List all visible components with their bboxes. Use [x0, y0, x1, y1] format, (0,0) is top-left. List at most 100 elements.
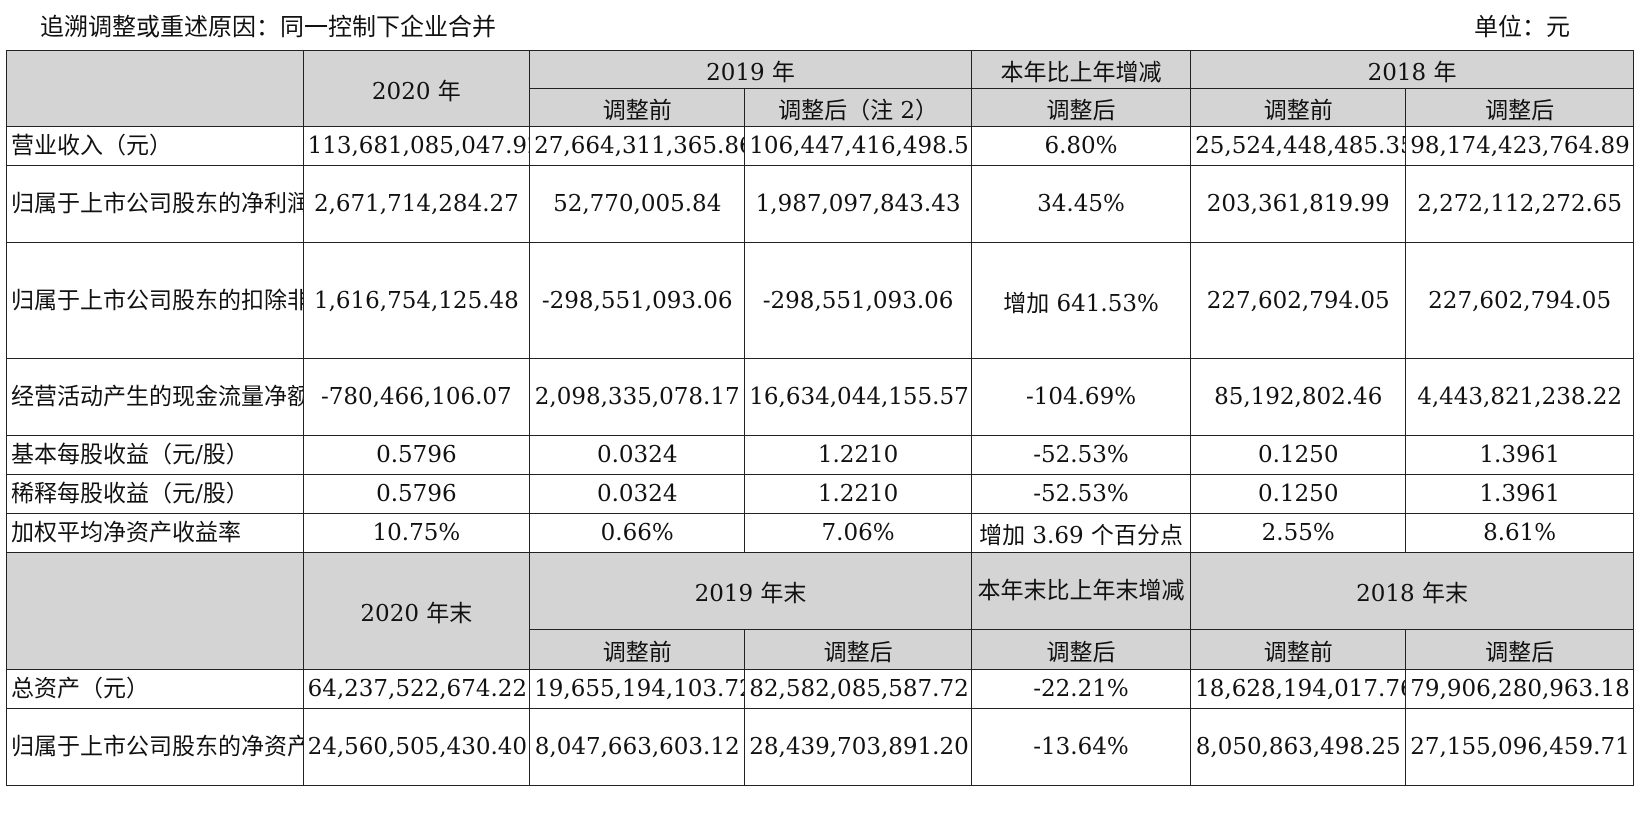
value-cell: 0.1250: [1190, 474, 1407, 514]
col-2018-end-before: 调整前: [1190, 629, 1407, 670]
row-label: 经营活动产生的现金流量净额（元）（注 1）: [6, 358, 304, 436]
table-row: 加权平均净资产收益率 10.75% 0.66% 7.06% 增加 3.69 个百…: [6, 513, 1634, 553]
col-change-end: 本年末比上年末增减: [970, 552, 1192, 630]
value-cell: 27,155,096,459.71: [1405, 708, 1634, 786]
table-row: 归属于上市公司股东的扣除非经常性损益的净利润（元） 1,616,754,125.…: [6, 242, 1634, 359]
value-cell: 27,664,311,365.86: [529, 126, 746, 166]
value-cell: 0.5796: [302, 435, 531, 475]
value-cell: 8,050,863,498.25: [1190, 708, 1407, 786]
header-line: 追溯调整或重述原因：同一控制下企业合并 单位：元: [40, 8, 1600, 46]
value-cell: 16,634,044,155.57: [744, 358, 972, 436]
col-2018-end: 2018 年末: [1190, 552, 1634, 630]
value-cell: -52.53%: [970, 474, 1192, 514]
col-2018: 2018 年: [1190, 50, 1634, 89]
col-2018-end-after: 调整后: [1405, 629, 1634, 670]
value-cell: 24,560,505,430.40: [302, 708, 531, 786]
col-2019: 2019 年: [529, 50, 972, 89]
financial-table: 2020 年 2019 年 本年比上年增减 2018 年 调整前 调整后（注 2…: [6, 50, 1634, 786]
value-cell: 增加 641.53%: [970, 242, 1192, 359]
col-2018-before: 调整前: [1190, 88, 1407, 127]
value-cell: 1.2210: [744, 474, 972, 514]
value-cell: 28,439,703,891.20: [744, 708, 972, 786]
section1-header-row: 2020 年 2019 年 本年比上年增减 2018 年: [6, 50, 1634, 127]
value-cell: 2,098,335,078.17: [529, 358, 746, 436]
value-cell: 106,447,416,498.51: [744, 126, 972, 166]
row-label: 归属于上市公司股东的扣除非经常性损益的净利润（元）: [6, 242, 304, 359]
section2-header-row: 2020 年末 2019 年末 本年末比上年末增减 2018 年末: [6, 552, 1634, 670]
value-cell: 2,671,714,284.27: [302, 165, 531, 243]
value-cell: 82,582,085,587.72: [744, 669, 972, 709]
value-cell: 8.61%: [1405, 513, 1634, 553]
value-cell: -780,466,106.07: [302, 358, 531, 436]
col-2019-before: 调整前: [529, 88, 746, 127]
value-cell: 1.3961: [1405, 474, 1634, 514]
row-label: 加权平均净资产收益率: [6, 513, 304, 553]
value-cell: 98,174,423,764.89: [1405, 126, 1634, 166]
value-cell: -298,551,093.06: [529, 242, 746, 359]
value-cell: 19,655,194,103.72: [529, 669, 746, 709]
value-cell: 18,628,194,017.76: [1190, 669, 1407, 709]
value-cell: 1.2210: [744, 435, 972, 475]
value-cell: -298,551,093.06: [744, 242, 972, 359]
col-change: 本年比上年增减: [970, 50, 1192, 89]
value-cell: 1,616,754,125.48: [302, 242, 531, 359]
value-cell: 1,987,097,843.43: [744, 165, 972, 243]
value-cell: 64,237,522,674.22: [302, 669, 531, 709]
table-row: 归属于上市公司股东的净资产（元） 24,560,505,430.40 8,047…: [6, 708, 1634, 786]
value-cell: 1.3961: [1405, 435, 1634, 475]
value-cell: 113,681,085,047.92: [302, 126, 531, 166]
corner-cell: [6, 50, 304, 127]
col-2020: 2020 年: [302, 50, 531, 127]
section1-subheader-row: 调整前 调整后（注 2） 调整后 调整前 调整后: [7, 88, 1634, 127]
corner-cell: [6, 552, 304, 670]
col-change-end-after: 调整后: [970, 629, 1192, 670]
value-cell: -13.64%: [970, 708, 1192, 786]
table-row: 稀释每股收益（元/股） 0.5796 0.0324 1.2210 -52.53%…: [6, 474, 1634, 514]
value-cell: 85,192,802.46: [1190, 358, 1407, 436]
col-2019-end-before: 调整前: [529, 629, 746, 670]
value-cell: -22.21%: [970, 669, 1192, 709]
table-row: 经营活动产生的现金流量净额（元）（注 1） -780,466,106.07 2,…: [6, 358, 1634, 436]
value-cell: 4,443,821,238.22: [1405, 358, 1634, 436]
table-row: 总资产（元） 64,237,522,674.22 19,655,194,103.…: [6, 669, 1634, 709]
value-cell: 8,047,663,603.12: [529, 708, 746, 786]
value-cell: 227,602,794.05: [1405, 242, 1634, 359]
value-cell: -52.53%: [970, 435, 1192, 475]
table-row: 基本每股收益（元/股） 0.5796 0.0324 1.2210 -52.53%…: [6, 435, 1634, 475]
value-cell: 2.55%: [1190, 513, 1407, 553]
col-2019-end-after: 调整后: [744, 629, 972, 670]
row-label: 总资产（元）: [6, 669, 304, 709]
value-cell: -104.69%: [970, 358, 1192, 436]
row-label: 归属于上市公司股东的净资产（元）: [6, 708, 304, 786]
value-cell: 0.66%: [529, 513, 746, 553]
row-label: 基本每股收益（元/股）: [6, 435, 304, 475]
col-2018-after: 调整后: [1405, 88, 1634, 127]
value-cell: 0.1250: [1190, 435, 1407, 475]
unit-label: 单位：元: [1474, 13, 1570, 41]
row-label: 归属于上市公司股东的净利润（元）: [6, 165, 304, 243]
value-cell: 227,602,794.05: [1190, 242, 1407, 359]
value-cell: 增加 3.69 个百分点: [970, 513, 1192, 553]
value-cell: 6.80%: [970, 126, 1192, 166]
value-cell: 52,770,005.84: [529, 165, 746, 243]
col-2019-end: 2019 年末: [529, 552, 972, 630]
value-cell: 2,272,112,272.65: [1405, 165, 1634, 243]
value-cell: 203,361,819.99: [1190, 165, 1407, 243]
value-cell: 25,524,448,485.35: [1190, 126, 1407, 166]
section2-subheader-row: 调整前 调整后 调整后 调整前 调整后: [7, 629, 1634, 670]
col-2020-end: 2020 年末: [302, 552, 531, 670]
value-cell: 0.0324: [529, 474, 746, 514]
value-cell: 0.5796: [302, 474, 531, 514]
restatement-reason: 追溯调整或重述原因：同一控制下企业合并: [40, 13, 496, 41]
col-change-after: 调整后: [970, 88, 1192, 127]
col-2019-after: 调整后（注 2）: [744, 88, 972, 127]
value-cell: 0.0324: [529, 435, 746, 475]
value-cell: 79,906,280,963.18: [1405, 669, 1634, 709]
value-cell: 7.06%: [744, 513, 972, 553]
table-row: 营业收入（元） 113,681,085,047.92 27,664,311,36…: [6, 126, 1634, 166]
table-row: 归属于上市公司股东的净利润（元） 2,671,714,284.27 52,770…: [6, 165, 1634, 243]
row-label: 营业收入（元）: [6, 126, 304, 166]
value-cell: 34.45%: [970, 165, 1192, 243]
row-label: 稀释每股收益（元/股）: [6, 474, 304, 514]
value-cell: 10.75%: [302, 513, 531, 553]
